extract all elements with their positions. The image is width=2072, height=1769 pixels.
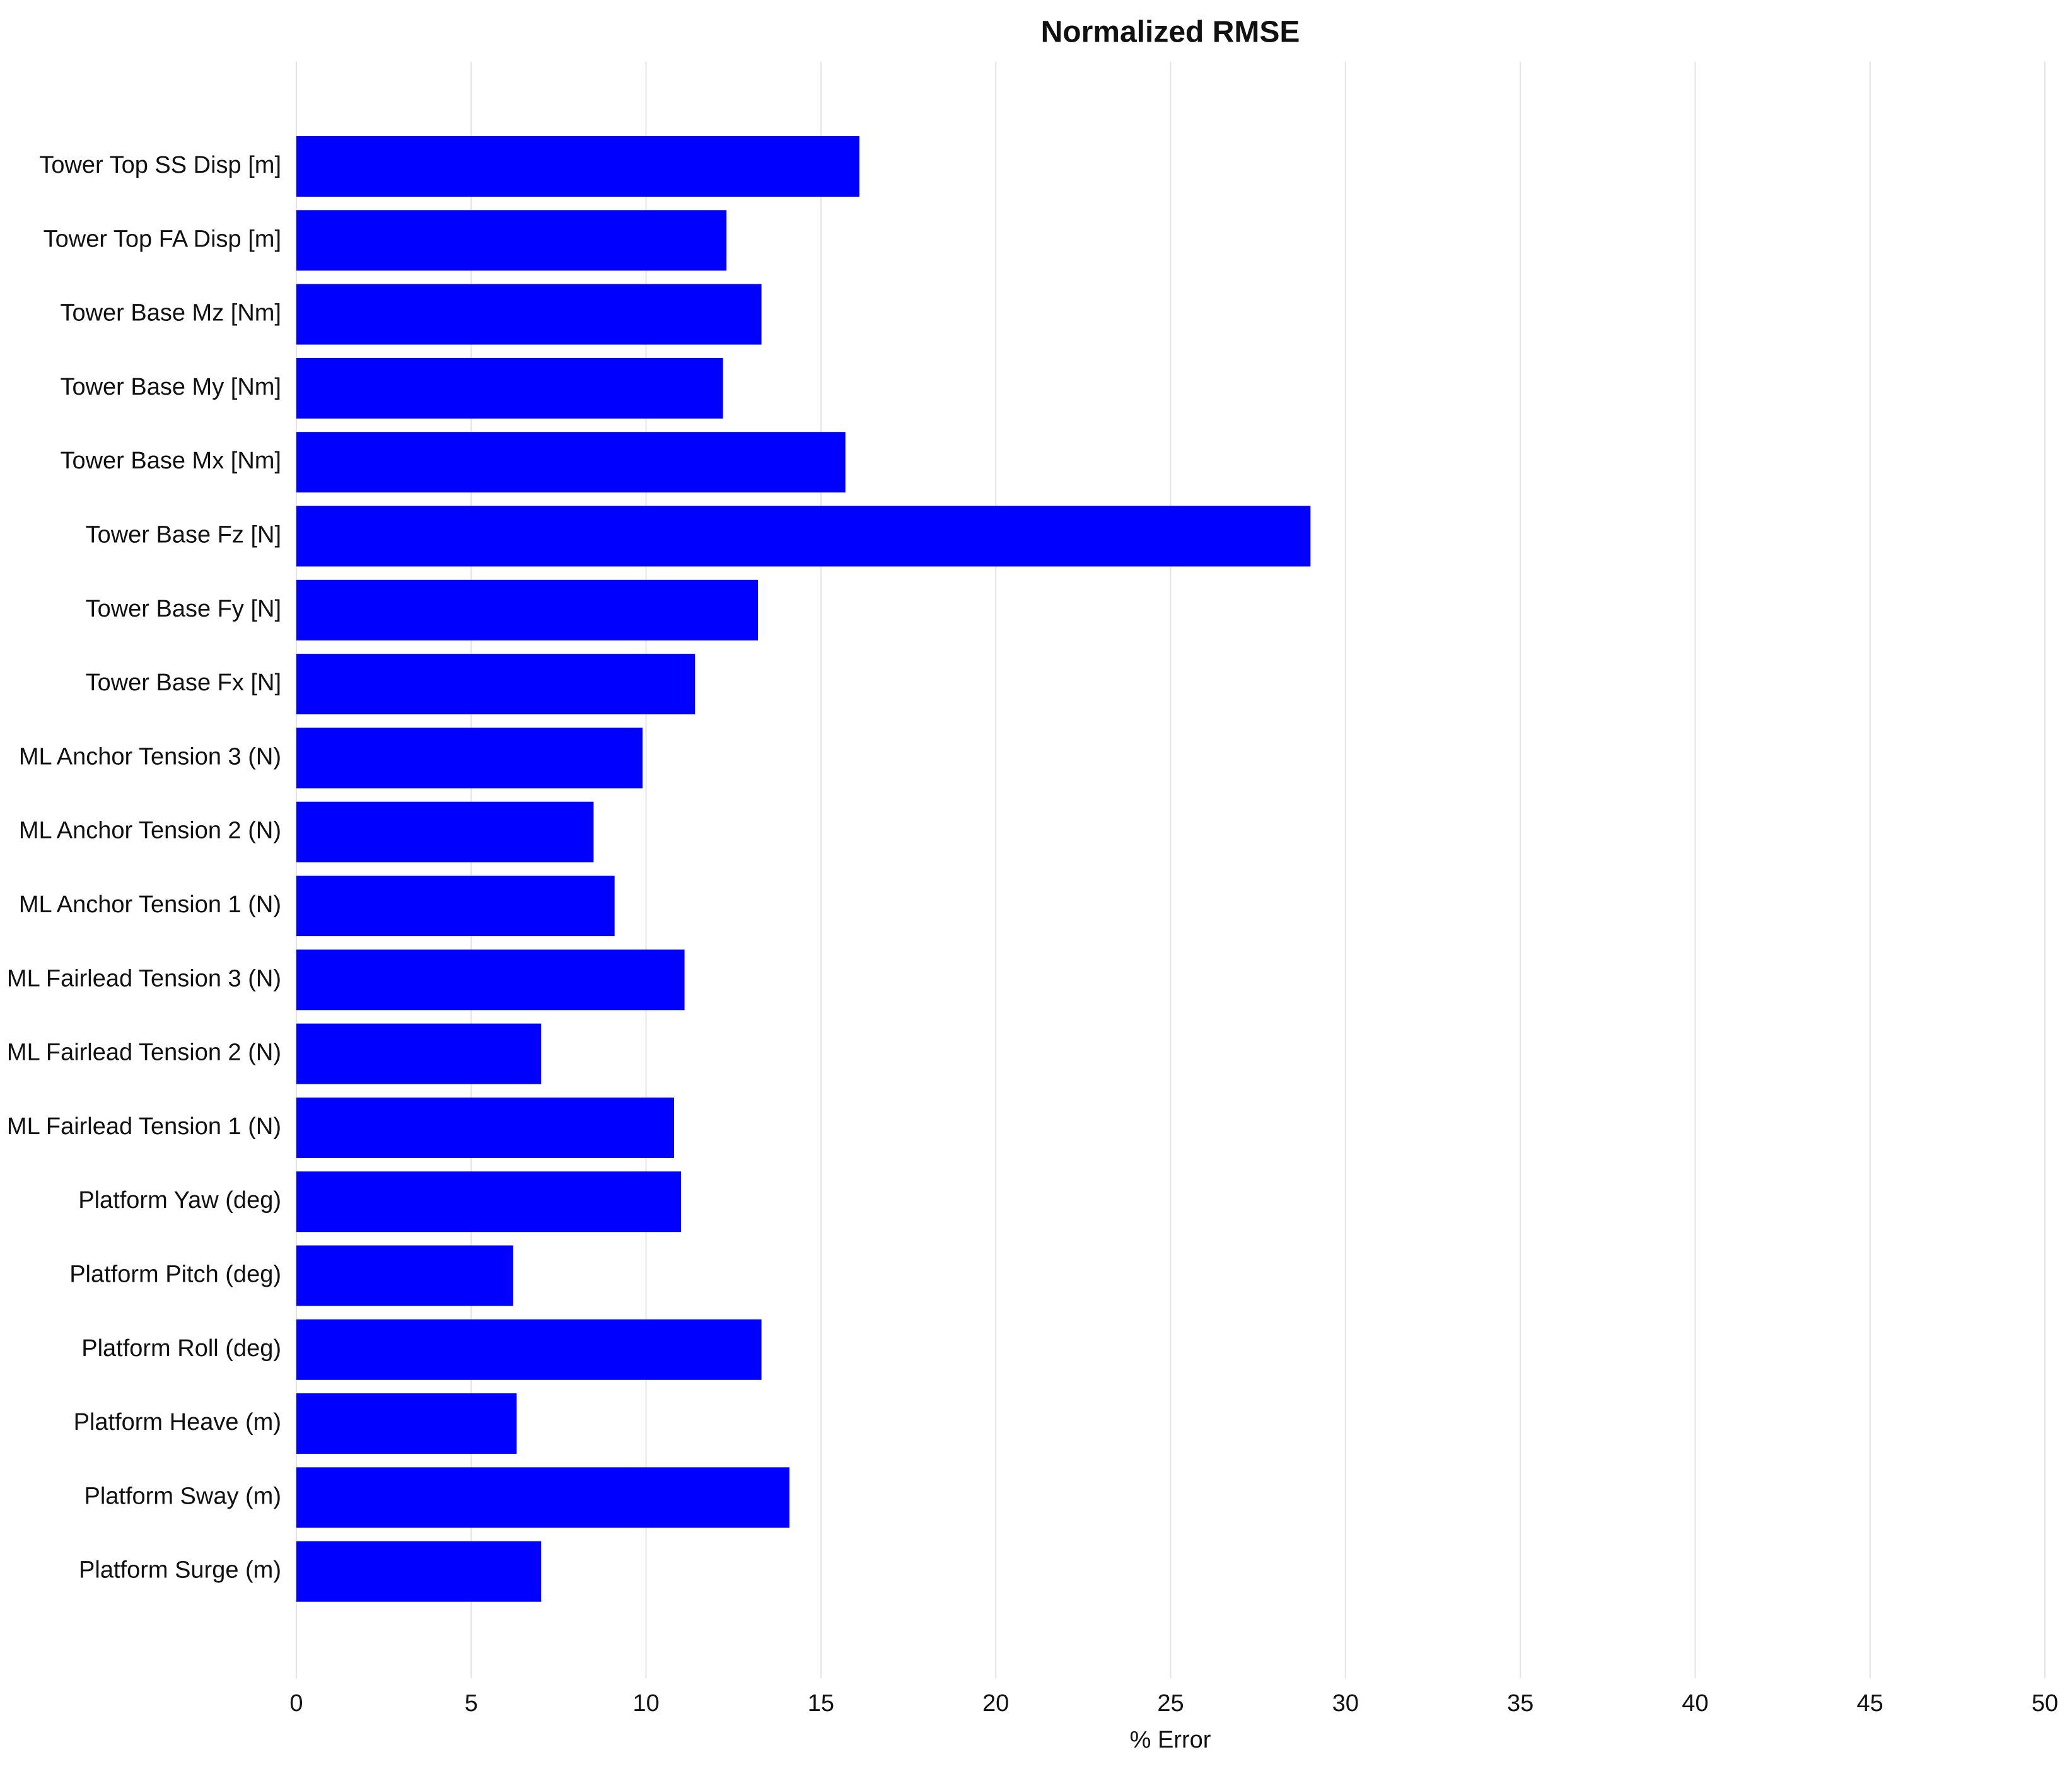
x-tick-label: 45 <box>1857 1690 1883 1717</box>
y-tick-label: ML Anchor Tension 1 (N) <box>19 891 281 918</box>
bar <box>296 1319 762 1380</box>
y-tick-label: ML Anchor Tension 2 (N) <box>19 818 281 844</box>
x-tick-label: 40 <box>1682 1690 1708 1717</box>
y-tick-label: Platform Surge (m) <box>79 1557 281 1584</box>
bar <box>296 654 696 715</box>
y-tick-label: Tower Base My [Nm] <box>60 374 281 400</box>
y-tick-label: Platform Roll (deg) <box>81 1335 281 1362</box>
x-tick-label: 0 <box>289 1690 303 1717</box>
y-tick-label: ML Fairlead Tension 2 (N) <box>7 1040 281 1066</box>
y-tick-label: Platform Yaw (deg) <box>78 1187 281 1214</box>
x-tick-label: 10 <box>632 1690 659 1717</box>
y-tick-label: Tower Base Fx [N] <box>86 670 281 696</box>
x-tick-label: 5 <box>465 1690 478 1717</box>
bar <box>296 1467 789 1528</box>
x-tick-label: 15 <box>808 1690 834 1717</box>
bar <box>296 949 685 1011</box>
y-tick-label: Platform Sway (m) <box>84 1483 281 1509</box>
x-tick-label: 35 <box>1507 1690 1534 1717</box>
y-tick-label: ML Anchor Tension 3 (N) <box>19 743 281 770</box>
chart-title: Normalized RMSE <box>1041 16 1300 49</box>
bar <box>296 728 643 789</box>
y-tick-label: Tower Base Fy [N] <box>86 596 281 622</box>
y-tick-label: Platform Heave (m) <box>74 1409 281 1436</box>
y-tick-label: Tower Base Fz [N] <box>86 522 281 548</box>
y-tick-label: Tower Base Mx [Nm] <box>60 448 281 474</box>
bar <box>296 357 723 419</box>
x-tick-label: 20 <box>982 1690 1009 1717</box>
bar <box>296 1171 682 1232</box>
y-tick-label: Platform Pitch (deg) <box>69 1262 281 1288</box>
bar <box>296 210 727 271</box>
bar <box>296 1245 513 1306</box>
y-tick-label: Tower Base Mz [Nm] <box>60 300 281 327</box>
bar <box>296 801 594 862</box>
x-axis-label: % Error <box>1130 1727 1211 1753</box>
y-tick-label: ML Fairlead Tension 1 (N) <box>7 1113 281 1140</box>
x-tick-label: 25 <box>1157 1690 1184 1717</box>
y-tick-label: Tower Top FA Disp [m] <box>44 226 281 252</box>
x-tick-label: 30 <box>1332 1690 1359 1717</box>
bar <box>296 432 846 493</box>
bar <box>296 579 759 641</box>
x-tick-label: 50 <box>2032 1690 2058 1717</box>
bar <box>296 136 859 197</box>
bar <box>296 1541 542 1602</box>
bar <box>296 1023 542 1084</box>
bar <box>296 876 615 936</box>
y-tick-label: Tower Top SS Disp [m] <box>39 152 281 178</box>
bar <box>296 284 762 345</box>
bar <box>296 506 1311 567</box>
y-tick-label: ML Fairlead Tension 3 (N) <box>7 965 281 992</box>
bar <box>296 1393 517 1454</box>
bar <box>296 1097 674 1158</box>
